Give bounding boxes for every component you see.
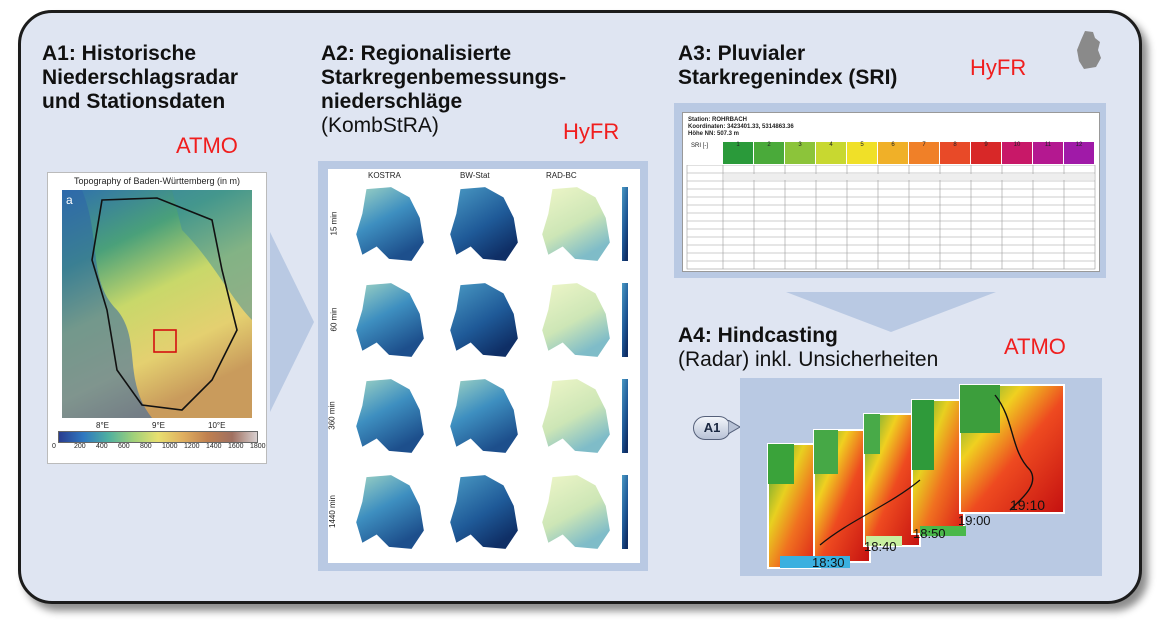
a1-colorbar-tick: 800	[140, 443, 152, 450]
sri-class-cell: 3	[785, 142, 816, 164]
a1-topography-map	[62, 190, 252, 418]
radar-time-1900: 19:00	[958, 513, 991, 528]
a1-xtick-9: 9°E	[152, 421, 165, 430]
a3-tag: HyFR	[970, 55, 1027, 80]
a3-title: A3: Pluvialer Starkregenindex (SRI)	[678, 42, 897, 90]
a2-row3	[356, 379, 628, 453]
a1-title-line3: und Stationsdaten	[42, 90, 226, 113]
a3-title-line1: A3: Pluvialer	[678, 42, 806, 65]
a1-xtick-8: 8°E	[96, 421, 109, 430]
a2-title-line3: niederschläge	[321, 90, 463, 113]
a1-colorbar-tick: 1000	[162, 443, 178, 450]
sri-class-cell: 2	[754, 142, 785, 164]
a1-colorbar-tick: 1400	[206, 443, 222, 450]
a4-title-line1: A4: Hindcasting	[678, 324, 838, 347]
a1-colorbar-tick: 1600	[228, 443, 244, 450]
a2-col-bwstat: BW-Stat	[460, 171, 490, 180]
sri-header-row: 1 2 3 4 5 6 7 8 9 10 11 12	[723, 142, 1095, 164]
radar-time-1910: 19:10	[1010, 497, 1046, 513]
a4-tag: ATMO	[1004, 334, 1066, 359]
sri-station: Station: ROHRBACH	[688, 117, 747, 123]
a1-title: A1: Historische Niederschlagsradar und S…	[42, 42, 238, 114]
sri-class-cell: 8	[940, 142, 971, 164]
germany-icon	[1077, 31, 1101, 69]
a1-colorbar-tick: 600	[118, 443, 130, 450]
a4-callout-a1: A1	[693, 416, 731, 440]
a1-colorbar-tick: 1800	[250, 443, 266, 450]
a2-title: A2: Regionalisierte Starkregenbemessungs…	[321, 42, 566, 138]
arrow-a1-to-a2	[270, 232, 314, 412]
sri-class-cell: 12	[1064, 142, 1095, 164]
a2-col-kostra: KOSTRA	[368, 171, 401, 180]
a2-figure-frame: KOSTRA BW-Stat RAD-BC 15 min 60 min 360 …	[318, 161, 648, 571]
a1-colorbar-tick: 1200	[184, 443, 200, 450]
sri-label: SRI [-]	[691, 143, 709, 149]
a2-row1	[356, 187, 628, 261]
a1-map-title: Topography of Baden-Württemberg (in m)	[73, 176, 241, 186]
sri-class-cell: 11	[1033, 142, 1064, 164]
a2-row4	[356, 475, 628, 549]
a2-col-radbc: RAD-BC	[546, 171, 577, 180]
a1-tag: ATMO	[176, 133, 238, 158]
sri-class-cell: 10	[1002, 142, 1033, 164]
a3-figure-frame: Station: ROHRBACH Koordinaten: 3423401.3…	[674, 103, 1106, 278]
a1-colorbar	[58, 431, 258, 443]
a1-colorbar-tick: 400	[96, 443, 108, 450]
sri-height: Höhe NN: 507.3 m	[688, 131, 740, 137]
radar-time-1840: 18:40	[864, 539, 897, 554]
radar-time-1830: 18:30	[812, 555, 845, 570]
a4-figure-frame	[740, 378, 1102, 576]
arrow-a3-to-a4	[786, 292, 996, 332]
a1-xtick-10: 10°E	[208, 421, 226, 430]
a1-colorbar-tick: 200	[74, 443, 86, 450]
a2-map-grid: KOSTRA BW-Stat RAD-BC 15 min 60 min 360 …	[328, 169, 640, 563]
sri-class-cell: 5	[847, 142, 878, 164]
a4-title: A4: Hindcasting (Radar) inkl. Unsicherhe…	[678, 324, 938, 372]
sri-class-cell: 9	[971, 142, 1002, 164]
sri-coords: Koordinaten: 3423401.33, 5314863.36	[688, 124, 794, 130]
sri-class-cell: 1	[723, 142, 754, 164]
a1-panel-letter: a	[66, 193, 73, 207]
radar-time-1850: 18:50	[913, 526, 946, 541]
a1-title-line2: Niederschlagsradar	[42, 66, 239, 89]
a3-title-line2: Starkregenindex (SRI)	[678, 66, 898, 89]
a4-title-line2: (Radar) inkl. Unsicherheiten	[678, 348, 939, 371]
a1-topography-figure: Topography of Baden-Württemberg (in m) a…	[47, 172, 267, 464]
sri-class-cell: 4	[816, 142, 847, 164]
a1-colorbar-tick: 0	[52, 443, 56, 450]
a2-row2	[356, 283, 628, 357]
a2-tag: HyFR	[563, 119, 620, 144]
sri-class-cell: 7	[909, 142, 940, 164]
sri-table: Station: ROHRBACH Koordinaten: 3423401.3…	[682, 112, 1100, 272]
a2-title-line4: (KombStRA)	[321, 114, 439, 137]
a2-title-line1: A2: Regionalisierte	[321, 42, 512, 65]
a2-maps	[356, 187, 628, 549]
a1-title-line1: A1: Historische	[42, 42, 197, 65]
a4-callout-pointer	[728, 420, 740, 434]
sri-table-grid	[686, 165, 1096, 270]
sri-class-cell: 6	[878, 142, 909, 164]
a2-title-line2: Starkregenbemessungs-	[321, 66, 567, 89]
a1-colorbar-ticks: 0 200 400 600 800 1000 1200 1400 1600 1800	[52, 443, 266, 453]
a4-callout-label: A1	[703, 420, 721, 435]
